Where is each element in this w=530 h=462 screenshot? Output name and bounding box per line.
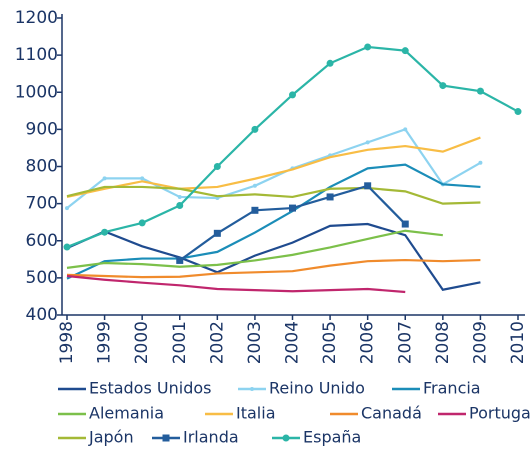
y-tick-label: 800 xyxy=(26,157,58,177)
marker xyxy=(364,182,372,190)
legend-label: Italia xyxy=(236,404,276,423)
legend-label: Francia xyxy=(423,379,481,398)
marker xyxy=(514,108,522,116)
series-line xyxy=(66,274,406,294)
marker xyxy=(478,160,483,165)
legend-label: Canadá xyxy=(361,404,422,423)
x-tick-label: 2001 xyxy=(170,321,190,364)
marker xyxy=(401,47,409,55)
marker xyxy=(364,43,372,51)
series-line xyxy=(66,258,481,279)
x-tick-label: 2009 xyxy=(470,321,490,364)
y-tick-label: 1100 xyxy=(15,45,58,65)
marker xyxy=(176,256,184,264)
marker xyxy=(403,127,408,132)
marker xyxy=(162,434,170,442)
y-tick-label: 1200 xyxy=(15,8,58,28)
marker xyxy=(289,204,296,212)
y-tick-label: 700 xyxy=(26,194,58,214)
series-line xyxy=(66,128,481,209)
series-line xyxy=(66,229,443,269)
x-tick-label: 2002 xyxy=(207,321,227,364)
x-tick-label: 2003 xyxy=(245,321,265,364)
marker xyxy=(476,87,484,95)
marker xyxy=(252,183,257,188)
x-tick-label: 2000 xyxy=(132,321,152,364)
marker xyxy=(289,91,296,99)
marker xyxy=(63,243,71,251)
marker xyxy=(282,434,290,442)
x-tick-label: 1998 xyxy=(57,321,77,364)
series-line xyxy=(66,185,481,205)
series-line xyxy=(66,45,519,249)
legend-label: Irlanda xyxy=(183,428,239,447)
marker xyxy=(102,176,107,181)
y-tick-label: 900 xyxy=(26,119,58,139)
marker xyxy=(326,59,334,67)
marker xyxy=(213,229,221,237)
series-line xyxy=(66,136,481,199)
legend-label: Japón xyxy=(88,428,134,447)
marker xyxy=(176,201,184,209)
y-tick-label: 500 xyxy=(26,268,58,288)
marker xyxy=(439,82,447,90)
y-tick-label: 600 xyxy=(26,231,58,251)
marker xyxy=(177,194,182,199)
x-tick-label: 2004 xyxy=(283,321,303,364)
x-tick-label: 2007 xyxy=(395,321,415,364)
marker xyxy=(101,228,109,236)
x-tick-label: 2006 xyxy=(358,321,378,364)
x-tick-label: 2010 xyxy=(508,321,528,364)
marker xyxy=(365,140,370,145)
legend-label: Reino Unido xyxy=(269,379,365,398)
marker xyxy=(326,193,334,201)
marker xyxy=(401,220,409,228)
x-tick-label: 1999 xyxy=(95,321,115,364)
y-tick-label: 1000 xyxy=(15,82,58,102)
marker xyxy=(213,163,221,170)
x-tick-label: 2008 xyxy=(433,321,453,364)
legend-label: Estados Unidos xyxy=(89,379,211,398)
marker xyxy=(138,219,146,227)
legend-label: Portugal xyxy=(469,404,530,423)
y-tick-label: 400 xyxy=(26,305,58,325)
marker xyxy=(65,206,69,211)
marker xyxy=(250,387,254,391)
legend-label: Alemania xyxy=(89,404,164,423)
legend-label: España xyxy=(303,428,361,447)
series-line xyxy=(66,163,481,280)
marker xyxy=(251,206,259,214)
x-tick-label: 2005 xyxy=(320,321,340,364)
marker xyxy=(140,176,145,181)
series-line xyxy=(66,222,481,291)
marker xyxy=(251,125,259,133)
